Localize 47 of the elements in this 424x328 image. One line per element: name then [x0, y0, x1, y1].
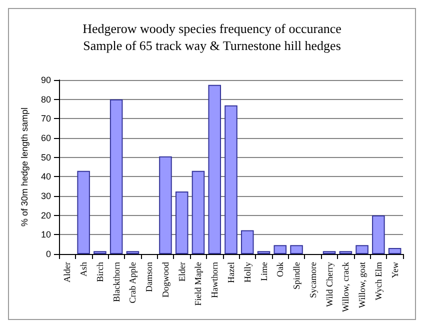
bar: [77, 170, 90, 254]
x-tick-label: Wild Cherry: [324, 262, 334, 307]
x-tick-label: Hazel: [226, 262, 236, 283]
bar: [274, 245, 287, 254]
y-axis-title: % of 30m hedge length sampl: [20, 107, 30, 227]
x-tick-label: Spindle: [292, 262, 302, 290]
x-tick-label: Lime: [258, 262, 269, 281]
y-tick-label: 20: [40, 210, 51, 220]
x-tick-label: Oak: [275, 262, 286, 277]
y-tick-label: 0: [46, 249, 51, 259]
bar: [208, 84, 222, 254]
x-tick-label: Ash: [78, 262, 89, 277]
x-tick-label: Willow, goat: [357, 262, 368, 308]
bar: [175, 192, 188, 254]
x-tick-label: Sycamore: [308, 262, 318, 298]
y-tick-label: 90: [40, 75, 51, 85]
bar: [110, 99, 123, 254]
x-tick-label: Crab Apple: [128, 262, 138, 304]
y-tick-label: 60: [40, 133, 51, 143]
x-tick-label: Dogwood: [160, 262, 170, 298]
chart-subtitle: Sample of 65 track way & Turnestone hill hedges: [83, 38, 341, 53]
bar: [192, 170, 205, 254]
x-tick-label: Hawthorn: [210, 262, 220, 298]
y-tick-label: 50: [40, 152, 51, 162]
bar: [159, 156, 172, 254]
y-tick-label: 10: [40, 230, 51, 240]
bar: [224, 105, 238, 254]
y-tick-label: 40: [40, 172, 51, 182]
bar: [356, 245, 368, 254]
y-tick-label: 30: [40, 191, 51, 201]
bar: [372, 215, 385, 254]
x-tick-label: Alder: [62, 262, 72, 282]
x-tick-label: Wych Elm: [373, 262, 384, 300]
y-tick-label: 80: [40, 94, 51, 104]
bar: [388, 248, 402, 254]
bar: [290, 245, 303, 254]
x-tick-label: Blackthorn: [111, 262, 122, 302]
x-tick-label: Willow, crack: [340, 262, 351, 312]
x-tick-label: Damson: [144, 262, 154, 292]
bar: [240, 230, 254, 254]
y-tick-label: 70: [40, 114, 51, 124]
x-tick-label: Holly: [242, 262, 252, 283]
x-tick-label: Elder: [176, 262, 187, 282]
x-tick-label: Field Maple: [193, 262, 204, 306]
x-tick-label: Birch: [94, 262, 105, 282]
chart-title: Hedgerow woody species frequency of occurance: [82, 21, 342, 36]
x-tick-label: Yew: [390, 262, 400, 278]
